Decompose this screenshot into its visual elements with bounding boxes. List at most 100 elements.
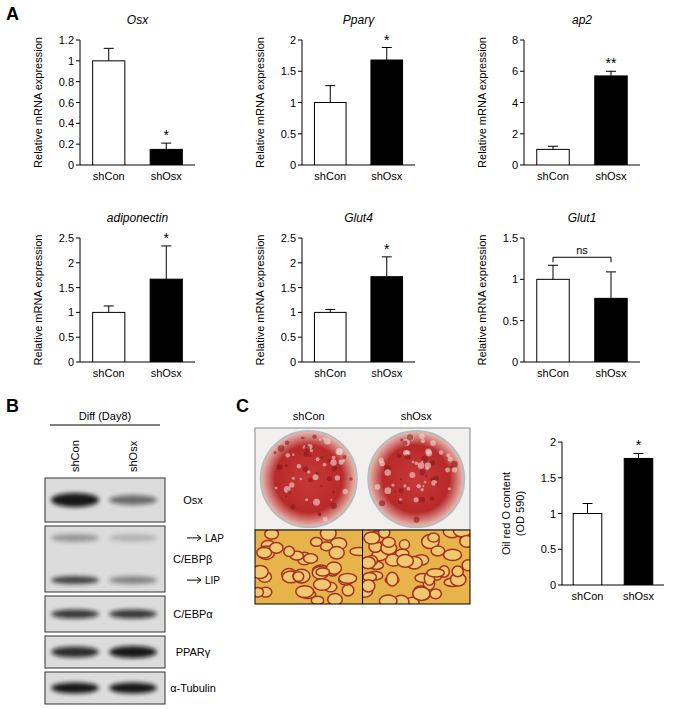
y-tick-label: 2: [290, 34, 296, 46]
dish-speck: [320, 485, 322, 487]
dish-speck: [407, 487, 411, 491]
cell: [293, 569, 310, 583]
y-tick-label: 2: [550, 436, 556, 448]
x-tick-label: shCon: [537, 367, 569, 379]
error-bar: [606, 71, 616, 76]
bar-chart: Glut400.511.522.5Relative mRNA expressio…: [254, 211, 415, 379]
blot-strip: [45, 672, 165, 704]
band: [109, 534, 157, 542]
x-tick-label: shCon: [572, 590, 604, 602]
cell: [339, 573, 357, 583]
cell: [265, 530, 279, 539]
band: [51, 576, 99, 584]
dish-speck: [435, 483, 438, 486]
y-tick-label: 0: [512, 159, 518, 171]
y-tick: [520, 320, 524, 321]
error-bar: [548, 265, 558, 279]
dish-speck: [290, 504, 295, 509]
y-axis: [302, 238, 303, 362]
bar: [314, 103, 346, 166]
cell: [397, 554, 413, 567]
error-bar: [325, 309, 335, 312]
marks: [314, 48, 402, 166]
bar: [314, 312, 346, 362]
micrograph: [363, 530, 471, 604]
y-tick: [76, 165, 80, 166]
y-tick: [76, 262, 80, 263]
bar: [595, 298, 627, 362]
dish-speck: [277, 464, 283, 470]
panel-label: B: [6, 396, 19, 416]
dish-speck: [289, 482, 294, 487]
dish-speck: [425, 448, 431, 454]
cell: [427, 569, 445, 577]
dish-speck: [338, 459, 343, 464]
dish-speck: [420, 488, 423, 491]
cell: [363, 580, 375, 592]
band-arrow: [187, 535, 201, 541]
dish-speck: [305, 498, 308, 501]
band: [109, 576, 157, 584]
y-axis-label: Relative mRNA expression: [32, 37, 44, 168]
western-blot: Diff (Day8)shConshOsxOsxLAPLIPC/EBPβC/EB…: [45, 410, 224, 704]
dish-speck: [425, 475, 427, 477]
dish-speck: [327, 476, 332, 481]
dish-speck: [285, 464, 289, 468]
band: [51, 683, 99, 694]
dish-background: [255, 428, 470, 530]
y-tick: [558, 477, 562, 478]
blot-row-label: α-Tubulin: [170, 682, 216, 694]
y-axis-label: Relative mRNA expression: [476, 235, 488, 366]
dish-speck: [391, 483, 394, 486]
x-tick-label: shOsx: [151, 170, 183, 182]
dish-speck: [418, 462, 425, 469]
dish-speck: [313, 474, 319, 480]
y-tick-label: 1.5: [59, 282, 74, 294]
dish-speck: [323, 437, 326, 440]
y-tick: [520, 279, 524, 280]
x-tick-label: shOsx: [595, 170, 627, 182]
bar: [150, 149, 182, 165]
error-bar: [606, 272, 616, 298]
y-tick-label: 1.5: [503, 232, 518, 244]
dish-speck: [414, 497, 419, 502]
error-bar: [548, 146, 558, 149]
y-tick-label: 1: [290, 97, 296, 109]
photo-label: shCon: [293, 410, 325, 422]
y-tick: [76, 238, 80, 239]
cell: [257, 547, 272, 558]
cell: [255, 565, 268, 578]
y-tick-label: 0.4: [59, 117, 74, 129]
dish-speck: [300, 478, 303, 481]
y-tick-label: 0.5: [59, 331, 74, 343]
cell: [255, 587, 263, 596]
photo-label: shOsx: [401, 410, 433, 422]
y-tick-label: 1.2: [59, 34, 74, 46]
cell: [328, 594, 343, 604]
band: [51, 610, 99, 619]
y-tick: [76, 287, 80, 288]
dish-speck: [448, 456, 453, 461]
dish-speck: [287, 490, 291, 494]
lane-label: shCon: [69, 440, 81, 472]
y-tick: [76, 144, 80, 145]
blot-row-label: PPARγ: [176, 646, 211, 658]
x-tick-label: shCon: [93, 367, 125, 379]
significance: *: [164, 127, 170, 143]
y-tick: [76, 60, 80, 61]
blot-row-label: C/EBPβ: [173, 553, 212, 565]
blot-row-label: C/EBPα: [173, 608, 213, 620]
y-tick: [520, 133, 524, 134]
cell: [320, 530, 336, 540]
y-tick-label: 2: [290, 257, 296, 269]
dish-speck: [396, 454, 401, 459]
panel-label: C: [236, 396, 249, 416]
band-label: LAP: [205, 533, 224, 544]
dish-speck: [336, 448, 343, 455]
y-axis: [80, 238, 81, 362]
dish-speck: [409, 472, 415, 478]
y-tick: [76, 40, 80, 41]
bar: [371, 60, 403, 165]
y-tick: [520, 71, 524, 72]
cell: [444, 549, 462, 560]
